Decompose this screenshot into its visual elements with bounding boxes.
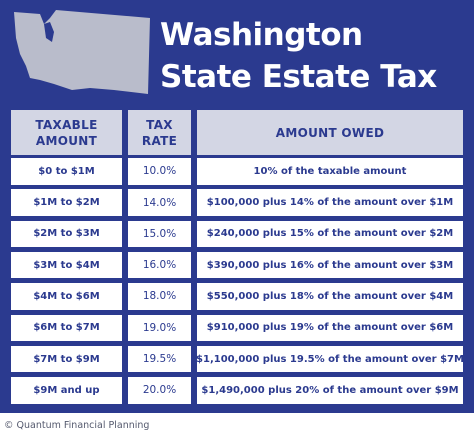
header-amount-owed: AMOUNT OWED — [197, 110, 463, 155]
cell-taxable-amount: $2M to $3M — [11, 220, 122, 248]
header-taxable-amount: TAXABLE AMOUNT — [11, 110, 122, 155]
cell-taxable-amount: $4M to $6M — [11, 283, 122, 310]
cell-amount-owed: $100,000 plus 14% of the amount over $1M — [197, 189, 463, 216]
cell-tax-rate: 16.0% — [128, 251, 191, 279]
header-tax-rate: TAX RATE — [128, 110, 191, 155]
cell-tax-rate: 18.0% — [128, 283, 191, 310]
cell-amount-owed: 10% of the taxable amount — [197, 158, 463, 185]
cell-amount-owed: $550,000 plus 18% of the amount over $4M — [197, 283, 463, 310]
page-title: Washington State Estate Tax — [160, 14, 437, 98]
cell-taxable-amount: $9M and up — [11, 377, 122, 404]
title-line-1: Washington — [160, 17, 363, 53]
washington-state-map-icon — [14, 10, 150, 94]
infographic-panel: Washington State Estate Tax TAXABLE AMOU… — [0, 0, 474, 413]
cell-taxable-amount: $3M to $4M — [11, 251, 122, 279]
cell-amount-owed: $1,100,000 plus 19.5% of the amount over… — [196, 345, 464, 373]
cell-amount-owed: $240,000 plus 15% of the amount over $2M — [197, 220, 463, 248]
cell-taxable-amount: $6M to $7M — [11, 314, 122, 341]
title-line-2: State Estate Tax — [160, 59, 437, 95]
cell-amount-owed: $390,000 plus 16% of the amount over $3M — [197, 251, 463, 279]
cell-tax-rate: 19.5% — [128, 345, 191, 373]
cell-taxable-amount: $0 to $1M — [11, 158, 122, 185]
cell-amount-owed: $910,000 plus 19% of the amount over $6M — [197, 314, 463, 341]
cell-tax-rate: 19.0% — [128, 314, 191, 341]
cell-amount-owed: $1,490,000 plus 20% of the amount over $… — [197, 377, 463, 404]
cell-taxable-amount: $7M to $9M — [11, 345, 122, 373]
cell-tax-rate: 15.0% — [128, 220, 191, 248]
cell-tax-rate: 14.0% — [128, 189, 191, 216]
copyright-footer: © Quantum Financial Planning — [4, 420, 150, 431]
cell-tax-rate: 20.0% — [128, 377, 191, 404]
cell-taxable-amount: $1M to $2M — [11, 189, 122, 216]
cell-tax-rate: 10.0% — [128, 158, 191, 185]
